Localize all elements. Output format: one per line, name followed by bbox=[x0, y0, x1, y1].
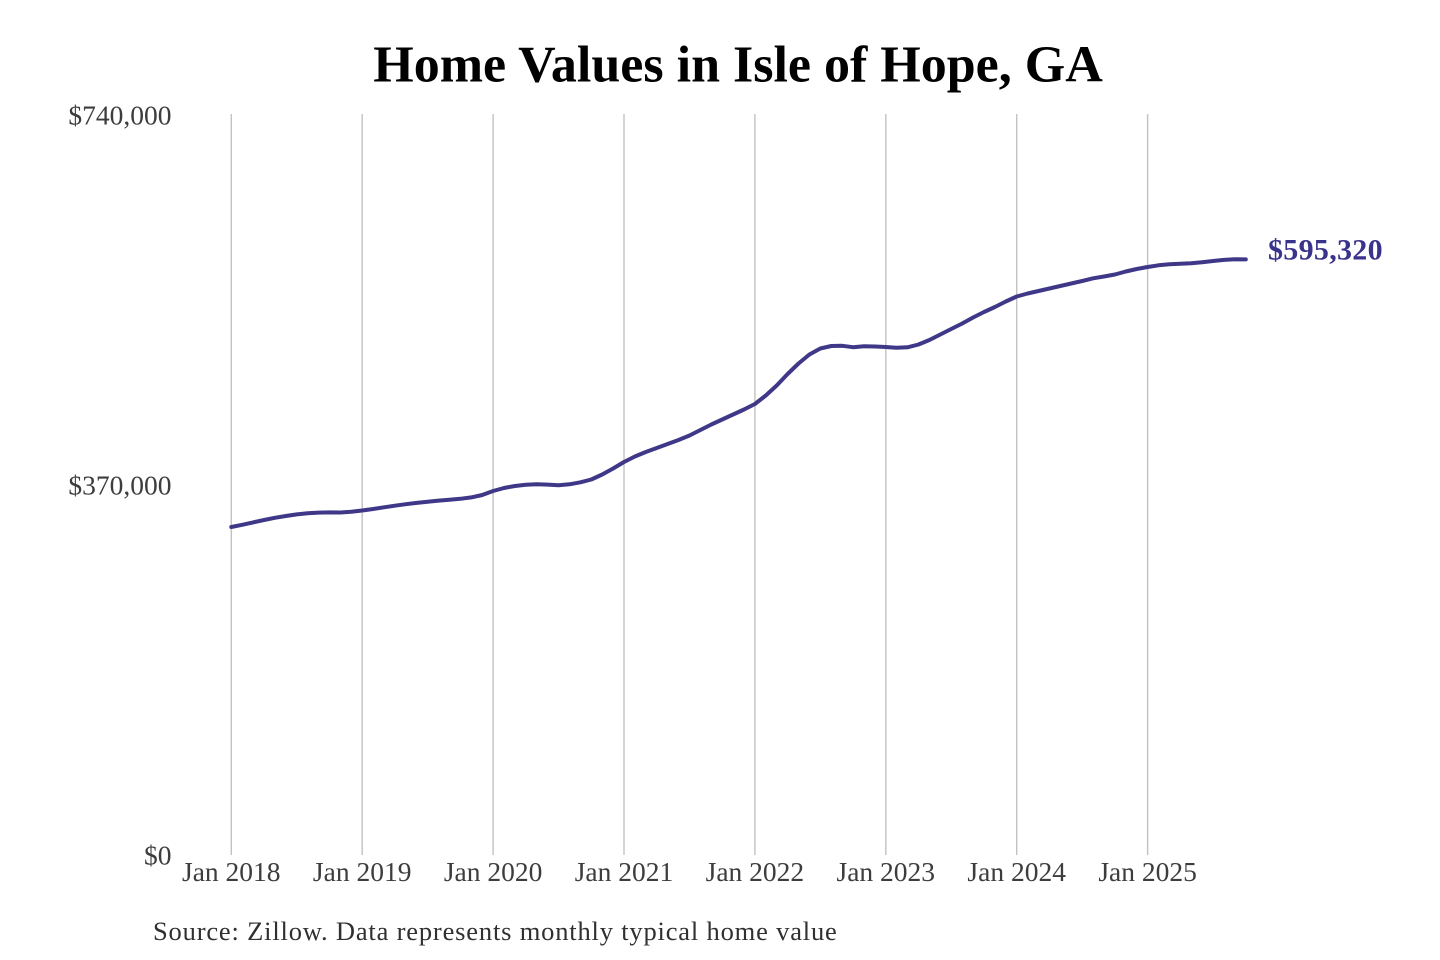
svg-text:Jan 2023: Jan 2023 bbox=[837, 856, 936, 887]
svg-text:$370,000: $370,000 bbox=[68, 469, 171, 500]
svg-text:Jan 2022: Jan 2022 bbox=[706, 856, 805, 887]
svg-text:Jan 2018: Jan 2018 bbox=[182, 856, 281, 887]
svg-text:Jan 2020: Jan 2020 bbox=[444, 856, 543, 887]
svg-text:Source: Zillow. Data represent: Source: Zillow. Data represents monthly … bbox=[153, 916, 838, 946]
svg-text:Jan 2025: Jan 2025 bbox=[1098, 856, 1197, 887]
svg-text:$740,000: $740,000 bbox=[68, 99, 171, 130]
svg-text:Jan 2021: Jan 2021 bbox=[575, 856, 674, 887]
svg-text:Home Values in Isle of Hope, G: Home Values in Isle of Hope, GA bbox=[373, 37, 1103, 94]
svg-text:Jan 2019: Jan 2019 bbox=[313, 856, 412, 887]
svg-text:$595,320: $595,320 bbox=[1268, 234, 1383, 267]
svg-text:$0: $0 bbox=[144, 839, 172, 870]
svg-text:Jan 2024: Jan 2024 bbox=[967, 856, 1066, 887]
